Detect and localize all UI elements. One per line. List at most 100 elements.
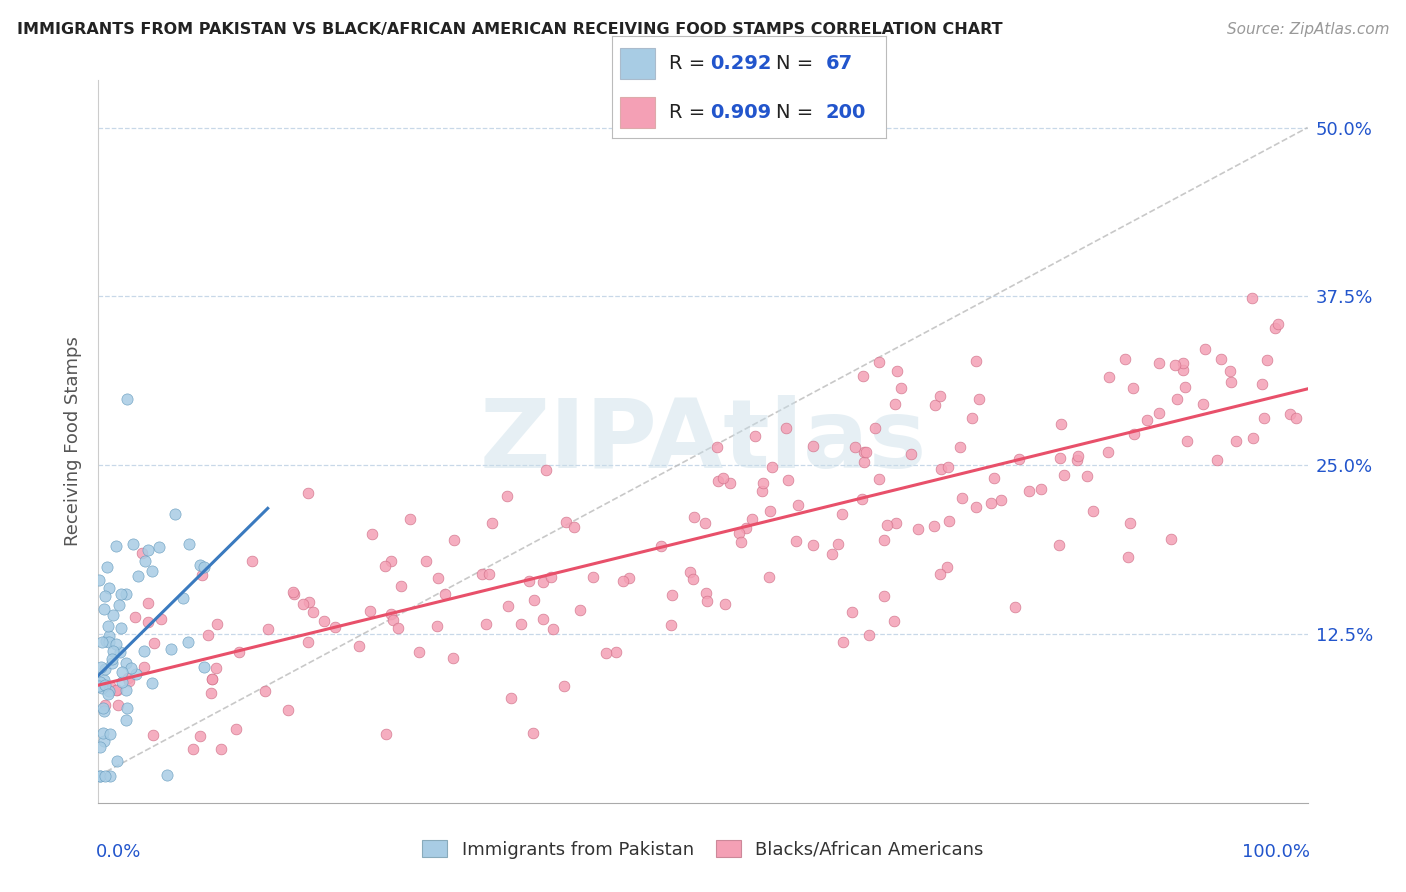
Point bbox=[89, 679, 111, 693]
Point bbox=[136, 596, 159, 610]
Point bbox=[181, 741, 204, 756]
Point bbox=[498, 599, 520, 613]
Point bbox=[188, 558, 211, 573]
Point bbox=[91, 700, 114, 714]
Point bbox=[160, 641, 183, 656]
Point bbox=[127, 569, 149, 583]
Point bbox=[118, 673, 141, 688]
Point bbox=[1160, 533, 1182, 547]
Point bbox=[209, 741, 232, 756]
Point bbox=[801, 439, 824, 453]
Point bbox=[179, 537, 201, 551]
Text: 0.909: 0.909 bbox=[710, 103, 772, 122]
Point bbox=[94, 634, 117, 648]
Point bbox=[936, 460, 959, 475]
Point bbox=[929, 389, 952, 403]
Point bbox=[111, 665, 134, 679]
Point bbox=[886, 364, 908, 378]
Point bbox=[948, 440, 970, 454]
Point bbox=[761, 460, 783, 475]
Point bbox=[193, 660, 215, 674]
Text: IMMIGRANTS FROM PAKISTAN VS BLACK/AFRICAN AMERICAN RECEIVING FOOD STAMPS CORRELA: IMMIGRANTS FROM PAKISTAN VS BLACK/AFRICA… bbox=[17, 22, 1002, 37]
Point bbox=[531, 611, 554, 625]
Point bbox=[990, 493, 1012, 508]
Point bbox=[115, 587, 138, 601]
Point bbox=[297, 486, 319, 500]
Point bbox=[1194, 343, 1216, 357]
Point bbox=[349, 639, 371, 653]
Point bbox=[148, 541, 170, 555]
Point bbox=[907, 522, 929, 536]
Point bbox=[727, 526, 749, 541]
Point bbox=[110, 621, 132, 635]
Point bbox=[105, 683, 128, 698]
Point bbox=[97, 683, 120, 698]
Point bbox=[650, 539, 672, 553]
Point bbox=[115, 701, 138, 715]
Point bbox=[827, 537, 849, 551]
Point bbox=[534, 463, 557, 477]
Point bbox=[776, 473, 799, 487]
Point bbox=[98, 727, 121, 741]
Point bbox=[359, 603, 381, 617]
Point bbox=[605, 645, 627, 659]
Point bbox=[1123, 427, 1146, 442]
Legend: Immigrants from Pakistan, Blacks/African Americans: Immigrants from Pakistan, Blacks/African… bbox=[422, 840, 984, 859]
Point bbox=[197, 628, 219, 642]
Point bbox=[111, 674, 134, 689]
Point bbox=[1122, 381, 1144, 395]
Point bbox=[1136, 413, 1159, 427]
Point bbox=[883, 614, 905, 628]
Point bbox=[138, 542, 160, 557]
Point bbox=[98, 679, 121, 693]
Point bbox=[103, 643, 125, 657]
Point bbox=[693, 516, 716, 531]
Point bbox=[1251, 376, 1274, 391]
Point bbox=[98, 634, 121, 648]
Point bbox=[569, 603, 592, 617]
Point bbox=[97, 629, 120, 643]
Point bbox=[801, 538, 824, 552]
Point bbox=[886, 516, 908, 530]
Point bbox=[87, 573, 110, 587]
Point bbox=[924, 398, 946, 412]
Point bbox=[382, 613, 405, 627]
Point bbox=[143, 636, 166, 650]
Point bbox=[301, 605, 323, 619]
Point bbox=[853, 455, 876, 469]
Point bbox=[695, 586, 717, 600]
Point bbox=[96, 560, 118, 574]
Point bbox=[531, 574, 554, 589]
Point bbox=[94, 590, 117, 604]
Point bbox=[380, 554, 402, 568]
Point bbox=[1279, 407, 1302, 421]
Point bbox=[661, 588, 683, 602]
Point bbox=[1149, 356, 1171, 370]
Point bbox=[292, 597, 315, 611]
Point bbox=[122, 536, 145, 550]
Point bbox=[1081, 504, 1104, 518]
Point bbox=[679, 565, 702, 579]
Point bbox=[93, 602, 115, 616]
Point bbox=[1076, 468, 1098, 483]
Point bbox=[517, 574, 540, 589]
Point bbox=[98, 582, 121, 596]
Point bbox=[1209, 352, 1232, 367]
Point bbox=[408, 645, 430, 659]
Point bbox=[868, 472, 890, 486]
Point bbox=[683, 510, 706, 524]
Point bbox=[1018, 483, 1040, 498]
Point bbox=[107, 698, 129, 712]
Point bbox=[1098, 370, 1121, 384]
Point bbox=[89, 675, 111, 690]
Point bbox=[1175, 434, 1198, 449]
Point bbox=[1166, 392, 1188, 406]
Point bbox=[758, 569, 780, 583]
Point bbox=[1004, 599, 1026, 614]
Point bbox=[1240, 291, 1263, 305]
Point bbox=[960, 411, 983, 425]
Point bbox=[277, 702, 299, 716]
Point bbox=[952, 491, 974, 506]
Point bbox=[441, 650, 464, 665]
Point bbox=[89, 739, 111, 754]
